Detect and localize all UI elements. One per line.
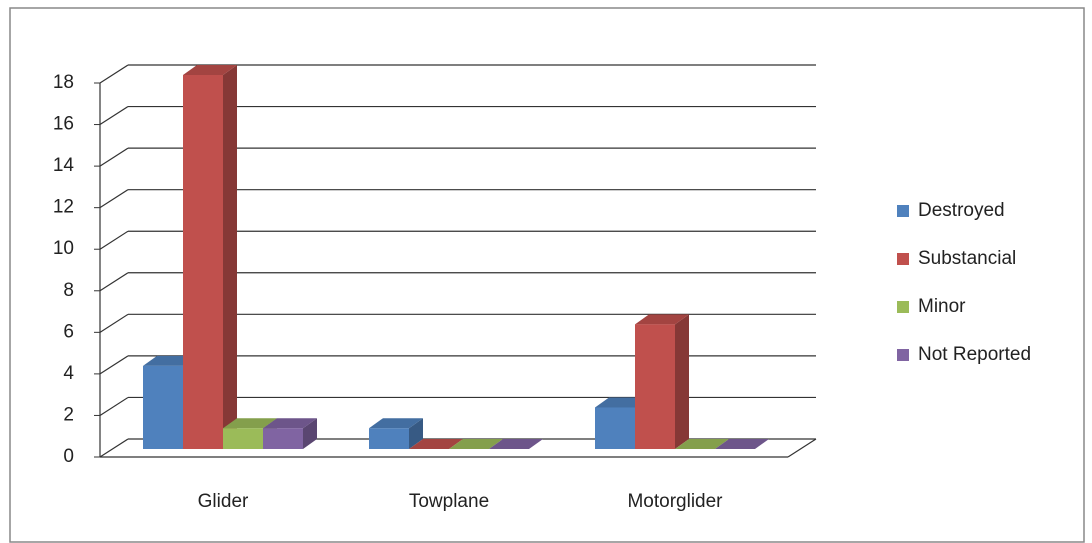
bar-side [675,314,689,449]
legend-swatch [897,253,909,265]
side-grid-line [99,64,129,84]
y-tick-label: 8 [63,280,74,301]
bar-top [409,439,463,449]
side-grid-line [99,230,129,250]
side-grid-line [99,272,129,292]
bar [263,428,303,449]
bar-side [409,418,423,449]
bar-top [715,439,769,449]
bar-side [223,65,237,449]
bar [635,324,675,449]
x-tick-label: Towplane [409,491,489,512]
legend-swatch [897,301,909,313]
side-grid-line [99,106,129,126]
legend-label: Not Reported [918,344,1031,365]
legend-label: Destroyed [918,200,1005,221]
y-tick-label: 0 [63,446,74,467]
y-tick-label: 18 [53,72,74,93]
y-tick-label: 4 [63,363,74,384]
bar [369,428,409,449]
side-grid-line [99,355,129,375]
x-tick-label: Glider [198,491,249,512]
y-tick-label: 14 [53,155,75,176]
x-tick-label: Motorglider [627,491,723,512]
bar [143,365,183,449]
legend-swatch [897,205,909,217]
bar-top [635,314,689,325]
y-tick-label: 16 [53,114,74,135]
chart-frame [9,7,1085,543]
y-tick-label: 2 [63,404,74,425]
bar-top [183,65,237,75]
bar-top [223,418,277,429]
bar [183,75,223,449]
bar [223,428,263,449]
bar-top [263,418,317,429]
side-grid-line [99,438,129,458]
side-grid-line [99,313,129,333]
bar-top [489,439,543,449]
y-tick-label: 6 [63,321,74,342]
bar-side [303,418,317,449]
side-grid-line [99,396,129,416]
bar-top [449,439,503,449]
legend-label: Substancial [918,248,1016,269]
side-grid-line [99,147,129,167]
bar-top [675,439,729,449]
floor-edge [787,438,817,458]
bar [595,407,635,449]
bar-top [369,418,423,429]
y-tick-label: 12 [53,197,74,218]
legend-label: Minor [918,296,966,317]
side-grid-line [99,189,129,209]
y-tick-label: 10 [53,238,74,259]
legend-swatch [897,349,909,361]
